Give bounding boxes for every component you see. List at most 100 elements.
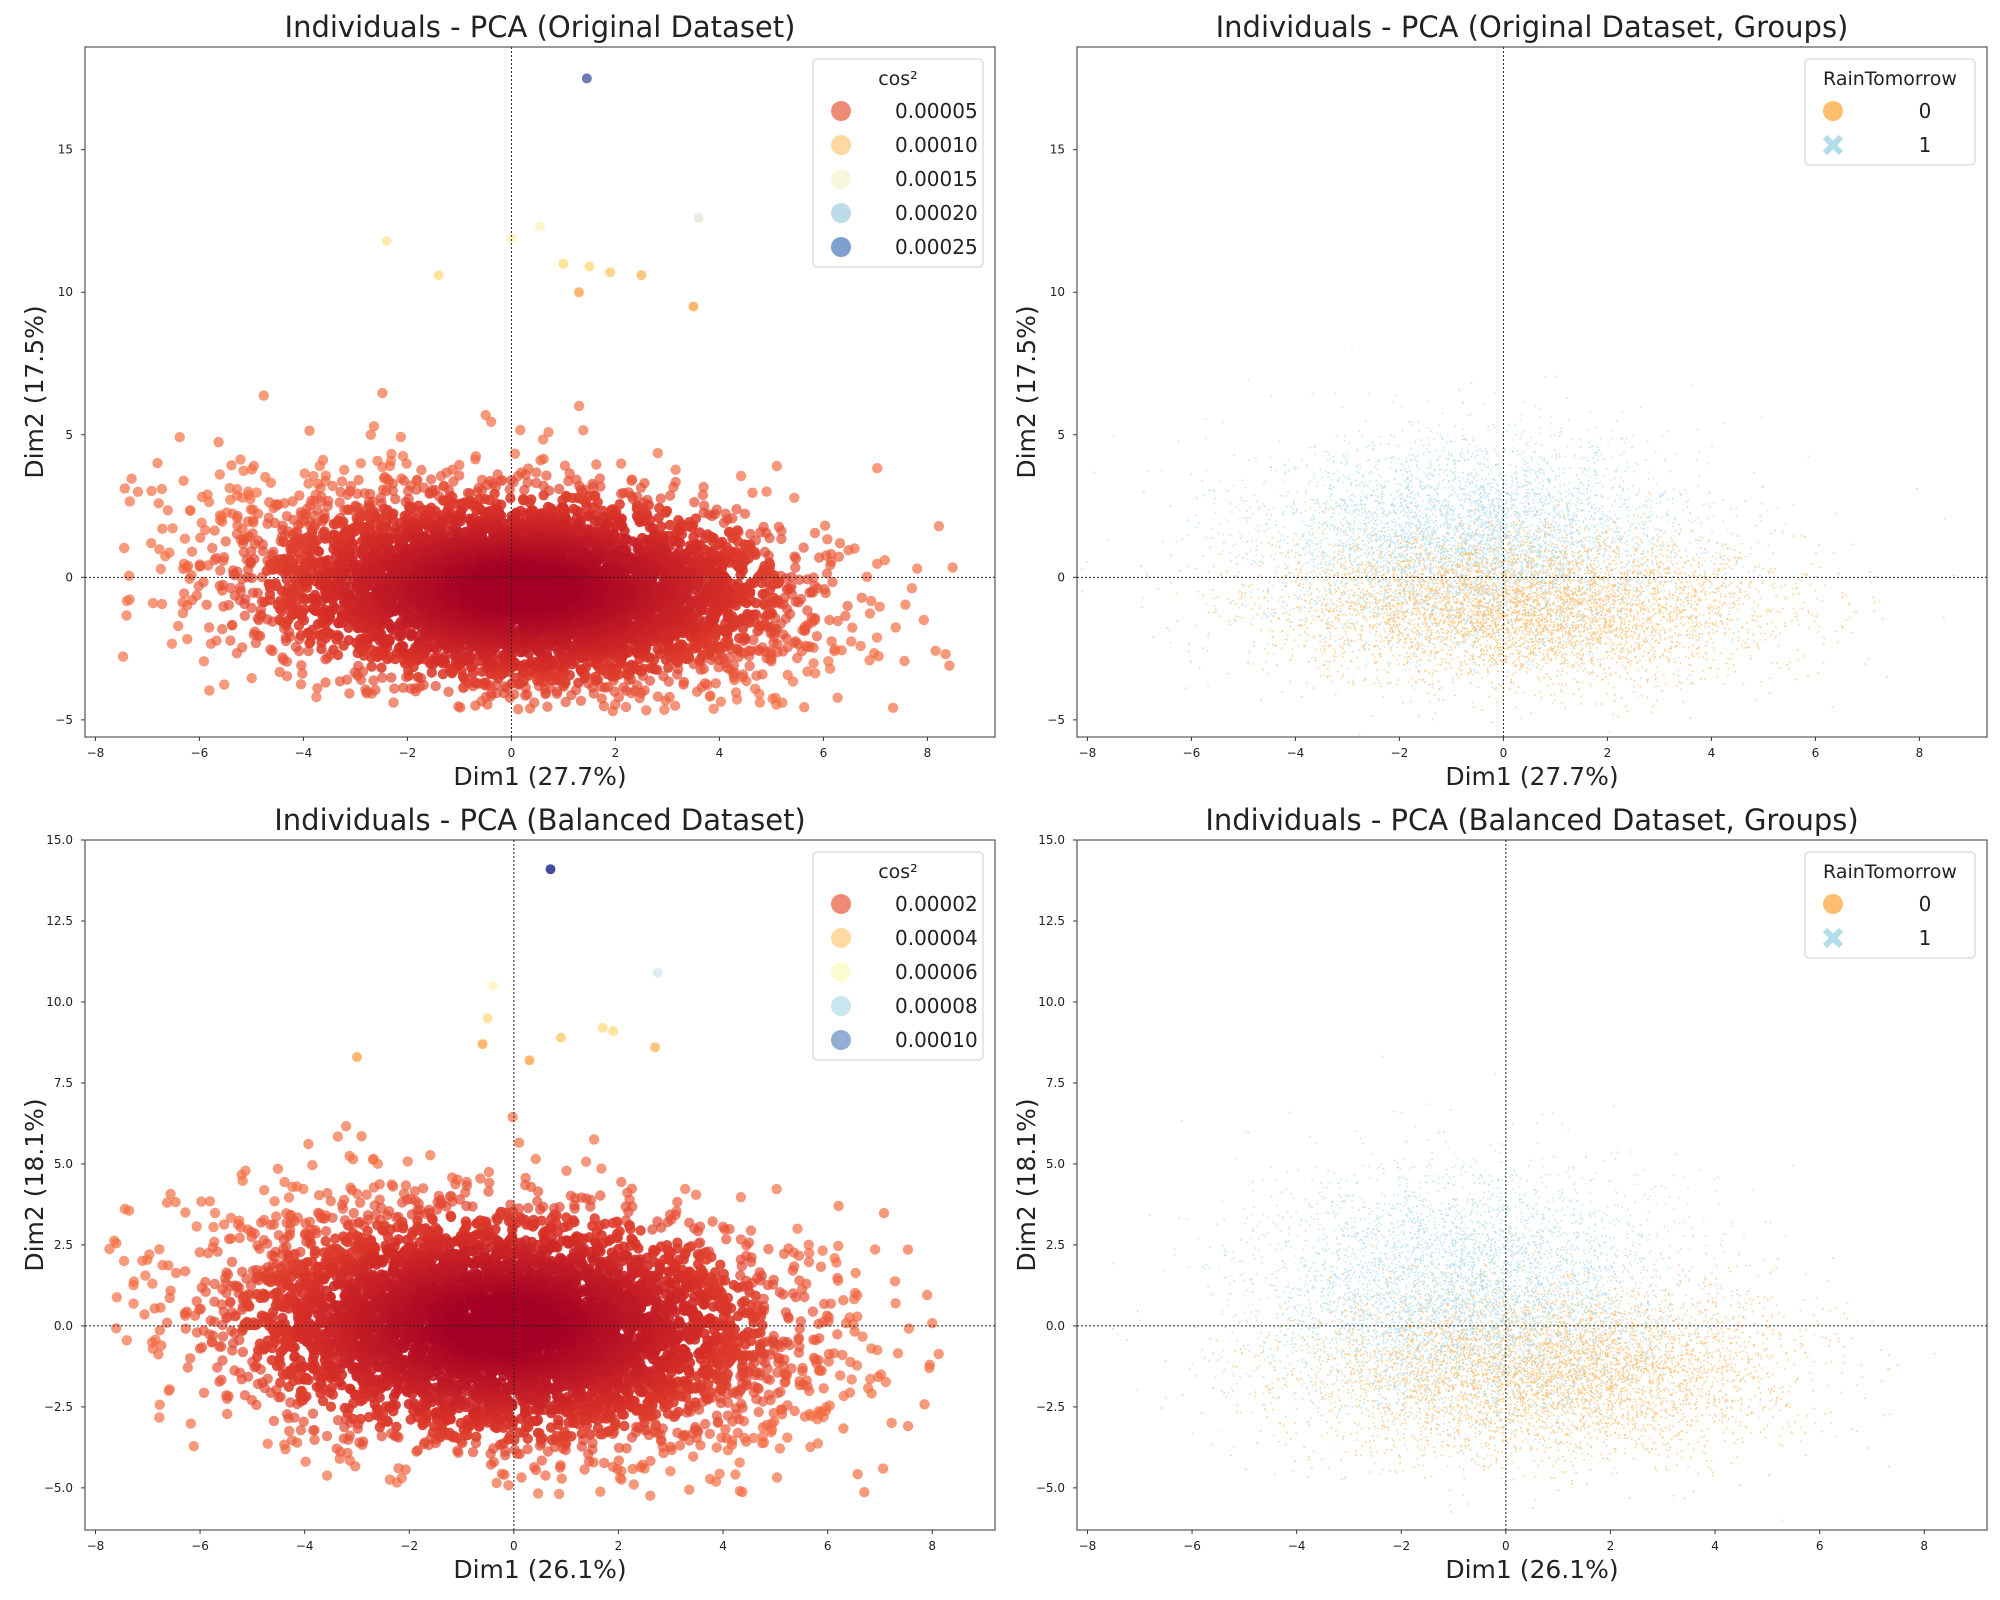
data-point [811, 631, 823, 642]
data-point [258, 390, 269, 401]
data-point [167, 523, 178, 534]
data-point [344, 688, 355, 699]
data-point [767, 693, 778, 704]
data-point [411, 484, 422, 495]
data-point [581, 501, 592, 512]
data-point [430, 680, 441, 692]
data-point [204, 685, 215, 696]
data-point [178, 475, 189, 486]
data-point [226, 460, 237, 471]
data-point [887, 702, 899, 713]
data-point [663, 662, 674, 673]
data-point [900, 599, 911, 610]
data-point [781, 584, 793, 595]
data-point [279, 498, 290, 509]
data-point [872, 463, 883, 474]
data-point [304, 425, 315, 436]
data-point [755, 527, 766, 538]
data-point [249, 553, 260, 565]
data-point [381, 522, 392, 533]
data-point [178, 588, 190, 599]
data-point [823, 656, 834, 667]
data-point [748, 634, 759, 646]
data-point [351, 488, 363, 499]
data-point [469, 677, 480, 688]
data-point [509, 448, 521, 459]
data-point [132, 486, 144, 497]
data-point [299, 604, 310, 615]
data-point [615, 458, 627, 469]
data-point [209, 525, 220, 536]
data-point [336, 476, 348, 487]
data-point [832, 692, 843, 703]
data-point [225, 635, 236, 646]
data-point [237, 538, 249, 549]
data-point [554, 483, 565, 495]
data-point [173, 620, 184, 632]
data-point [761, 486, 772, 497]
data-point [513, 704, 524, 715]
data-point [588, 502, 600, 513]
data-point [698, 481, 709, 493]
data-point [826, 636, 837, 647]
data-point [320, 677, 331, 688]
data-point [278, 536, 289, 548]
data-point [470, 454, 481, 465]
data-point [182, 560, 194, 572]
data-point [596, 693, 607, 704]
data-point [164, 547, 175, 558]
data-point [699, 678, 711, 689]
data-point [804, 587, 815, 598]
data-point [827, 576, 838, 588]
data-point [355, 458, 366, 469]
data-point [377, 461, 388, 473]
data-point [670, 464, 681, 475]
data-point [265, 477, 277, 488]
data-point [237, 642, 248, 653]
data-point [174, 432, 185, 443]
data-point [747, 487, 758, 498]
data-point [153, 498, 164, 509]
data-point [274, 666, 285, 678]
data-point [731, 504, 742, 515]
data-point [866, 595, 877, 607]
data-point [390, 493, 401, 505]
data-point [782, 669, 793, 681]
data-point [821, 568, 833, 579]
data-point [377, 672, 388, 683]
data-point [262, 518, 273, 529]
data-point [360, 684, 371, 695]
data-point [864, 608, 876, 619]
data-point [588, 481, 599, 492]
data-point [689, 497, 700, 508]
data-point [312, 683, 323, 694]
data-point [735, 569, 746, 581]
data-point [146, 485, 157, 497]
data-point [412, 671, 424, 683]
data-point [225, 494, 236, 505]
data-point [155, 563, 166, 575]
data-point [757, 589, 768, 600]
data-point [376, 662, 387, 673]
data-point [401, 458, 412, 469]
data-point [591, 459, 602, 470]
data-point [524, 497, 535, 508]
data-point [309, 589, 321, 601]
data-point [388, 697, 399, 708]
data-point [754, 697, 766, 708]
data-point [505, 493, 516, 504]
data-point [563, 475, 574, 487]
data-point [424, 488, 435, 499]
data-point [327, 480, 338, 492]
data-point [912, 563, 923, 574]
data-point [314, 460, 325, 472]
data-point [245, 493, 256, 505]
data-point [156, 598, 168, 610]
data-point [538, 490, 549, 501]
data-point [479, 677, 490, 688]
data-point [257, 545, 269, 557]
data-point [930, 645, 941, 656]
data-point [225, 582, 236, 594]
data-point [186, 546, 198, 557]
